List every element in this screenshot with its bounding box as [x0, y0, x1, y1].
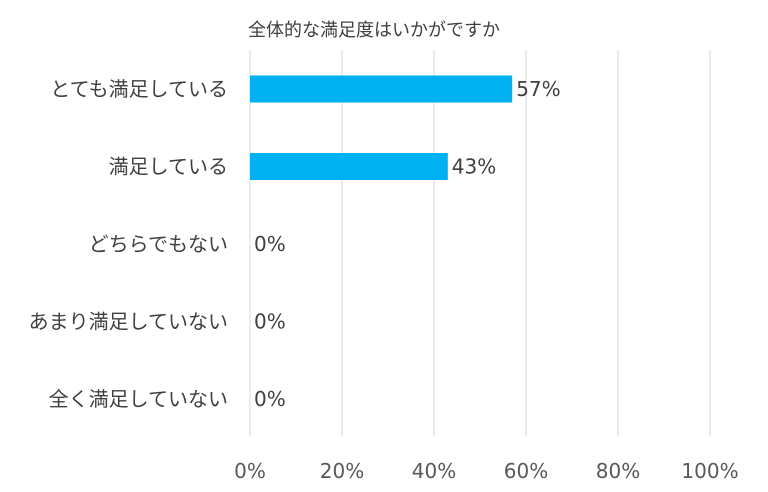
bar — [250, 75, 513, 103]
x-tick-label: 0% — [234, 459, 266, 483]
x-tick-label: 40% — [412, 459, 456, 483]
data-labels: 57% 43% 0% 0% 0% — [254, 77, 561, 411]
chart-title: 全体的な満足度はいかがですか — [248, 20, 500, 41]
category-label: どちらでもない — [89, 232, 228, 256]
category-label: とても満足している — [50, 77, 228, 101]
x-tick-label: 80% — [596, 459, 640, 483]
x-tick-label: 20% — [320, 459, 364, 483]
bars — [250, 75, 513, 180]
data-label: 0% — [254, 310, 286, 334]
category-labels: とても満足している満足しているどちらでもないあまり満足していない全く満足していな… — [29, 77, 228, 411]
data-label: 43% — [452, 155, 496, 179]
bar — [250, 153, 448, 180]
data-label: 0% — [254, 387, 286, 411]
category-label: 満足している — [109, 155, 228, 179]
category-label: 全く満足していない — [49, 387, 228, 411]
gridlines — [249, 50, 711, 436]
data-label: 0% — [254, 232, 286, 256]
category-label: あまり満足していない — [29, 310, 228, 334]
data-label: 57% — [516, 77, 560, 101]
x-axis-tick-labels: 0% 20% 40% 60% 80% 100% — [234, 459, 738, 483]
x-tick-label: 60% — [504, 459, 548, 483]
x-tick-label: 100% — [681, 459, 738, 483]
